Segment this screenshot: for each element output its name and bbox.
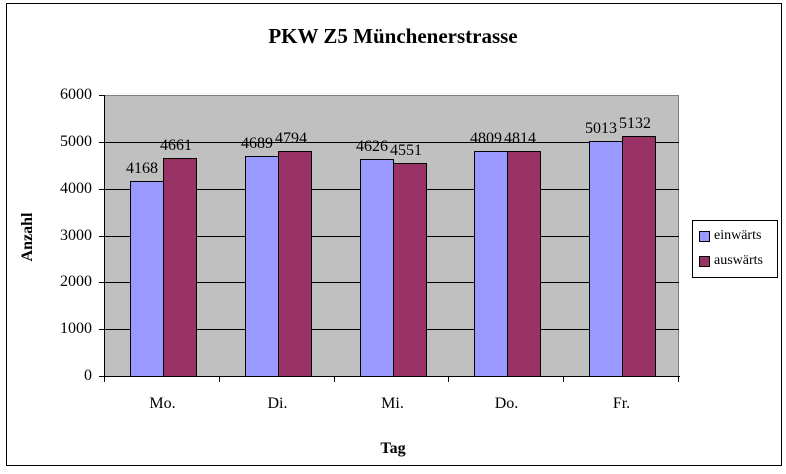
data-label: 5132 <box>619 115 651 132</box>
data-label: 4689 <box>241 135 273 152</box>
y-tick-label: 3000 <box>60 227 92 244</box>
bar <box>360 159 394 377</box>
y-axis-title: Anzahl <box>19 212 36 262</box>
y-tick-label: 6000 <box>60 86 92 103</box>
legend-swatch <box>699 230 710 242</box>
y-tick-label: 4000 <box>60 180 92 197</box>
x-tick-label: Do. <box>494 395 519 412</box>
y-tick <box>99 236 104 237</box>
bar <box>393 163 427 377</box>
y-axis <box>104 95 105 377</box>
data-label: 5013 <box>585 120 617 137</box>
x-tick <box>448 377 449 382</box>
y-tick <box>99 282 104 283</box>
legend-swatch <box>699 255 710 267</box>
legend-item-auswaerts: auswärts <box>699 253 763 269</box>
bar <box>507 151 541 377</box>
data-label: 4814 <box>504 130 536 147</box>
bar <box>245 156 279 377</box>
data-label: 4809 <box>470 130 502 147</box>
x-tick <box>563 377 564 382</box>
bar <box>130 181 164 377</box>
legend-label: einwärts <box>714 228 762 243</box>
gridline <box>105 142 679 143</box>
x-tick <box>219 377 220 382</box>
x-tick <box>334 377 335 382</box>
y-tick <box>99 329 104 330</box>
y-tick-label: 5000 <box>60 133 92 150</box>
x-tick-label: Di. <box>267 395 288 412</box>
y-tick <box>99 142 104 143</box>
y-tick <box>99 376 104 377</box>
y-tick-label: 1000 <box>60 320 92 337</box>
y-tick <box>99 95 104 96</box>
x-tick-label: Mo. <box>149 395 176 412</box>
x-tick-label: Mi. <box>381 395 404 412</box>
bar <box>474 151 508 377</box>
legend-item-einwaerts: einwärts <box>699 228 761 244</box>
x-tick-label: Fr. <box>612 395 631 412</box>
data-label: 4626 <box>356 138 388 155</box>
x-tick <box>104 377 105 382</box>
data-label: 4794 <box>275 130 307 147</box>
y-tick-label: 2000 <box>60 273 92 290</box>
bar <box>622 136 656 377</box>
data-label: 4551 <box>390 142 422 159</box>
y-tick <box>99 189 104 190</box>
chart-title: PKW Z5 Münchenerstrasse <box>268 24 518 48</box>
x-axis-title: Tag <box>380 440 406 457</box>
data-label: 4661 <box>160 137 192 154</box>
data-label: 4168 <box>126 160 158 177</box>
x-tick <box>678 377 679 382</box>
y-tick-label: 0 <box>84 367 92 384</box>
bar <box>163 158 197 377</box>
legend: einwärts auswärts <box>692 220 778 278</box>
bar <box>278 151 312 377</box>
legend-label: auswärts <box>714 253 763 268</box>
bar <box>589 141 623 377</box>
